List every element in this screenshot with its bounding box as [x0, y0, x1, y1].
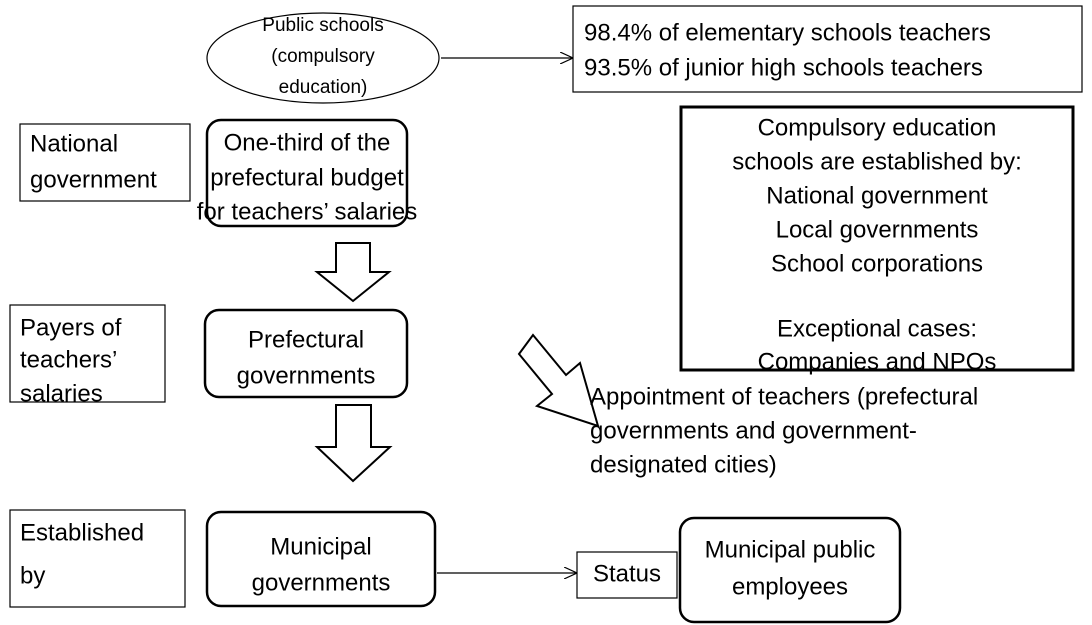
- label-text: National: [30, 130, 118, 157]
- label-text: salaries: [20, 380, 103, 407]
- label-box: [9, 304, 166, 403]
- status-box: [576, 551, 678, 599]
- box-text: Compulsory education: [758, 114, 997, 141]
- down-arrow: [314, 404, 393, 483]
- label-text: by: [20, 562, 45, 589]
- node-text: education): [279, 77, 368, 98]
- node-box: [203, 308, 409, 399]
- note-text: Appointment of teachers (prefectural: [590, 383, 978, 410]
- node-box: [205, 118, 409, 228]
- label-text: government: [30, 166, 157, 193]
- diagonal-arrow: [517, 333, 600, 428]
- node-text: One-third of the: [224, 129, 391, 156]
- label-text: Status: [593, 560, 661, 587]
- box-text: National government: [766, 182, 988, 209]
- box-text: School corporations: [771, 250, 983, 277]
- node-box: [678, 516, 902, 624]
- label-box: [19, 123, 191, 202]
- node-text: Municipal: [270, 533, 371, 560]
- box-text: Exceptional cases:: [777, 315, 977, 342]
- public-schools-ellipse: [206, 12, 440, 104]
- note-text: governments and government-: [590, 417, 917, 444]
- box-text: schools are established by:: [732, 148, 1022, 175]
- node-text: Prefectural: [248, 326, 364, 353]
- ratio-box: [572, 5, 1083, 93]
- box-text: Companies and NPOs: [758, 348, 997, 375]
- box-text: Local governments: [776, 216, 979, 243]
- label-text: teachers’: [20, 346, 117, 373]
- label-text: Payers of: [20, 314, 122, 341]
- box-text: 98.4% of elementary schools teachers: [584, 19, 991, 46]
- node-text: governments: [252, 569, 391, 596]
- node-box: [205, 510, 437, 608]
- node-text: Public schools: [262, 15, 383, 36]
- label-text: Established: [20, 519, 144, 546]
- node-text: (compulsory: [271, 46, 375, 67]
- label-box: [9, 509, 186, 608]
- node-text: Municipal public: [705, 536, 876, 563]
- down-arrow: [314, 242, 392, 303]
- note-text: designated cities): [590, 451, 777, 478]
- node-text: employees: [732, 573, 848, 600]
- node-text: governments: [237, 362, 376, 389]
- node-text: for teachers’ salaries: [197, 198, 418, 225]
- node-text: prefectural budget: [210, 164, 404, 191]
- box-text: 93.5% of junior high schools teachers: [584, 54, 983, 81]
- establishers-box: [679, 105, 1075, 372]
